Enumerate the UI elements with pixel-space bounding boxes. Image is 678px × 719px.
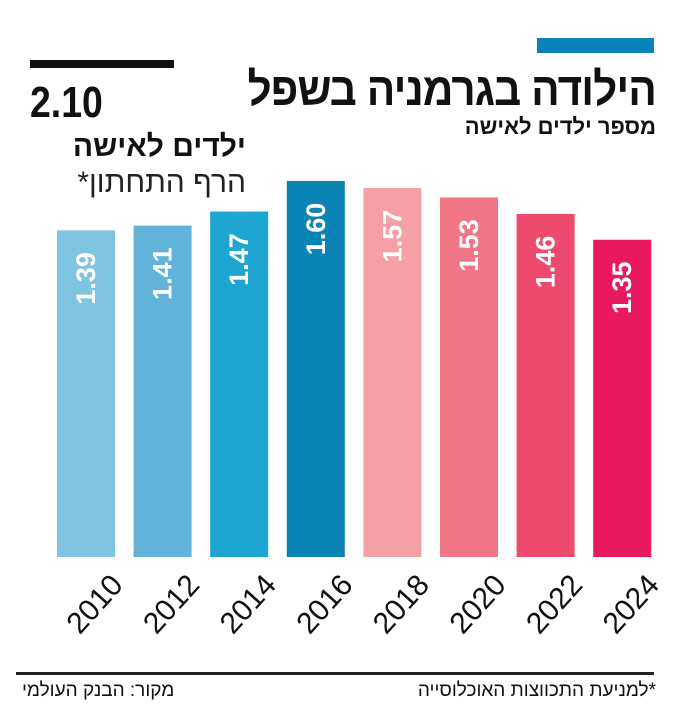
- data-label: 1.41: [148, 247, 178, 300]
- bar-2018: [363, 188, 422, 558]
- reference-unit: ילדים לאישה: [72, 130, 246, 163]
- data-label: 1.46: [531, 236, 561, 289]
- bar-2014: [210, 211, 269, 558]
- data-label: 1.35: [607, 261, 637, 314]
- bar-2012: [133, 225, 192, 557]
- x-tick-label: 2014: [214, 569, 283, 641]
- reference-note: הרף התחתון*: [77, 166, 246, 199]
- x-tick-label: 2020: [443, 569, 512, 641]
- chart-subtitle: מספר ילדים לאישה: [464, 114, 656, 139]
- bar-2010: [57, 230, 115, 557]
- data-label: 1.47: [224, 233, 254, 286]
- reference-rule: [30, 60, 174, 68]
- footer-divider: [16, 672, 654, 675]
- data-label: 1.39: [71, 252, 101, 305]
- bar-2016: [286, 181, 345, 557]
- x-tick-label: 2024: [597, 569, 666, 641]
- bar-2024: [593, 239, 652, 557]
- x-tick-label: 2016: [290, 569, 359, 641]
- accent-bar: [537, 38, 654, 53]
- chart-title: הילודה בגרמניה בשפל: [247, 63, 657, 115]
- data-label: 1.53: [454, 219, 484, 272]
- data-label: 1.60: [301, 203, 331, 256]
- data-label: 1.57: [377, 210, 407, 263]
- footnote-text: *למניעת התכווצות האוכלוסייה: [417, 680, 656, 701]
- reference-value: 2.10: [30, 78, 103, 127]
- x-tick-label: 2012: [137, 569, 206, 641]
- x-tick-label: 2018: [367, 569, 436, 641]
- bar-2022: [516, 213, 575, 557]
- x-tick-label: 2022: [520, 569, 589, 641]
- x-tick-label: 2010: [60, 569, 129, 641]
- bar-2020: [440, 197, 498, 557]
- source-text: מקור: הבנק העולמי: [22, 680, 175, 701]
